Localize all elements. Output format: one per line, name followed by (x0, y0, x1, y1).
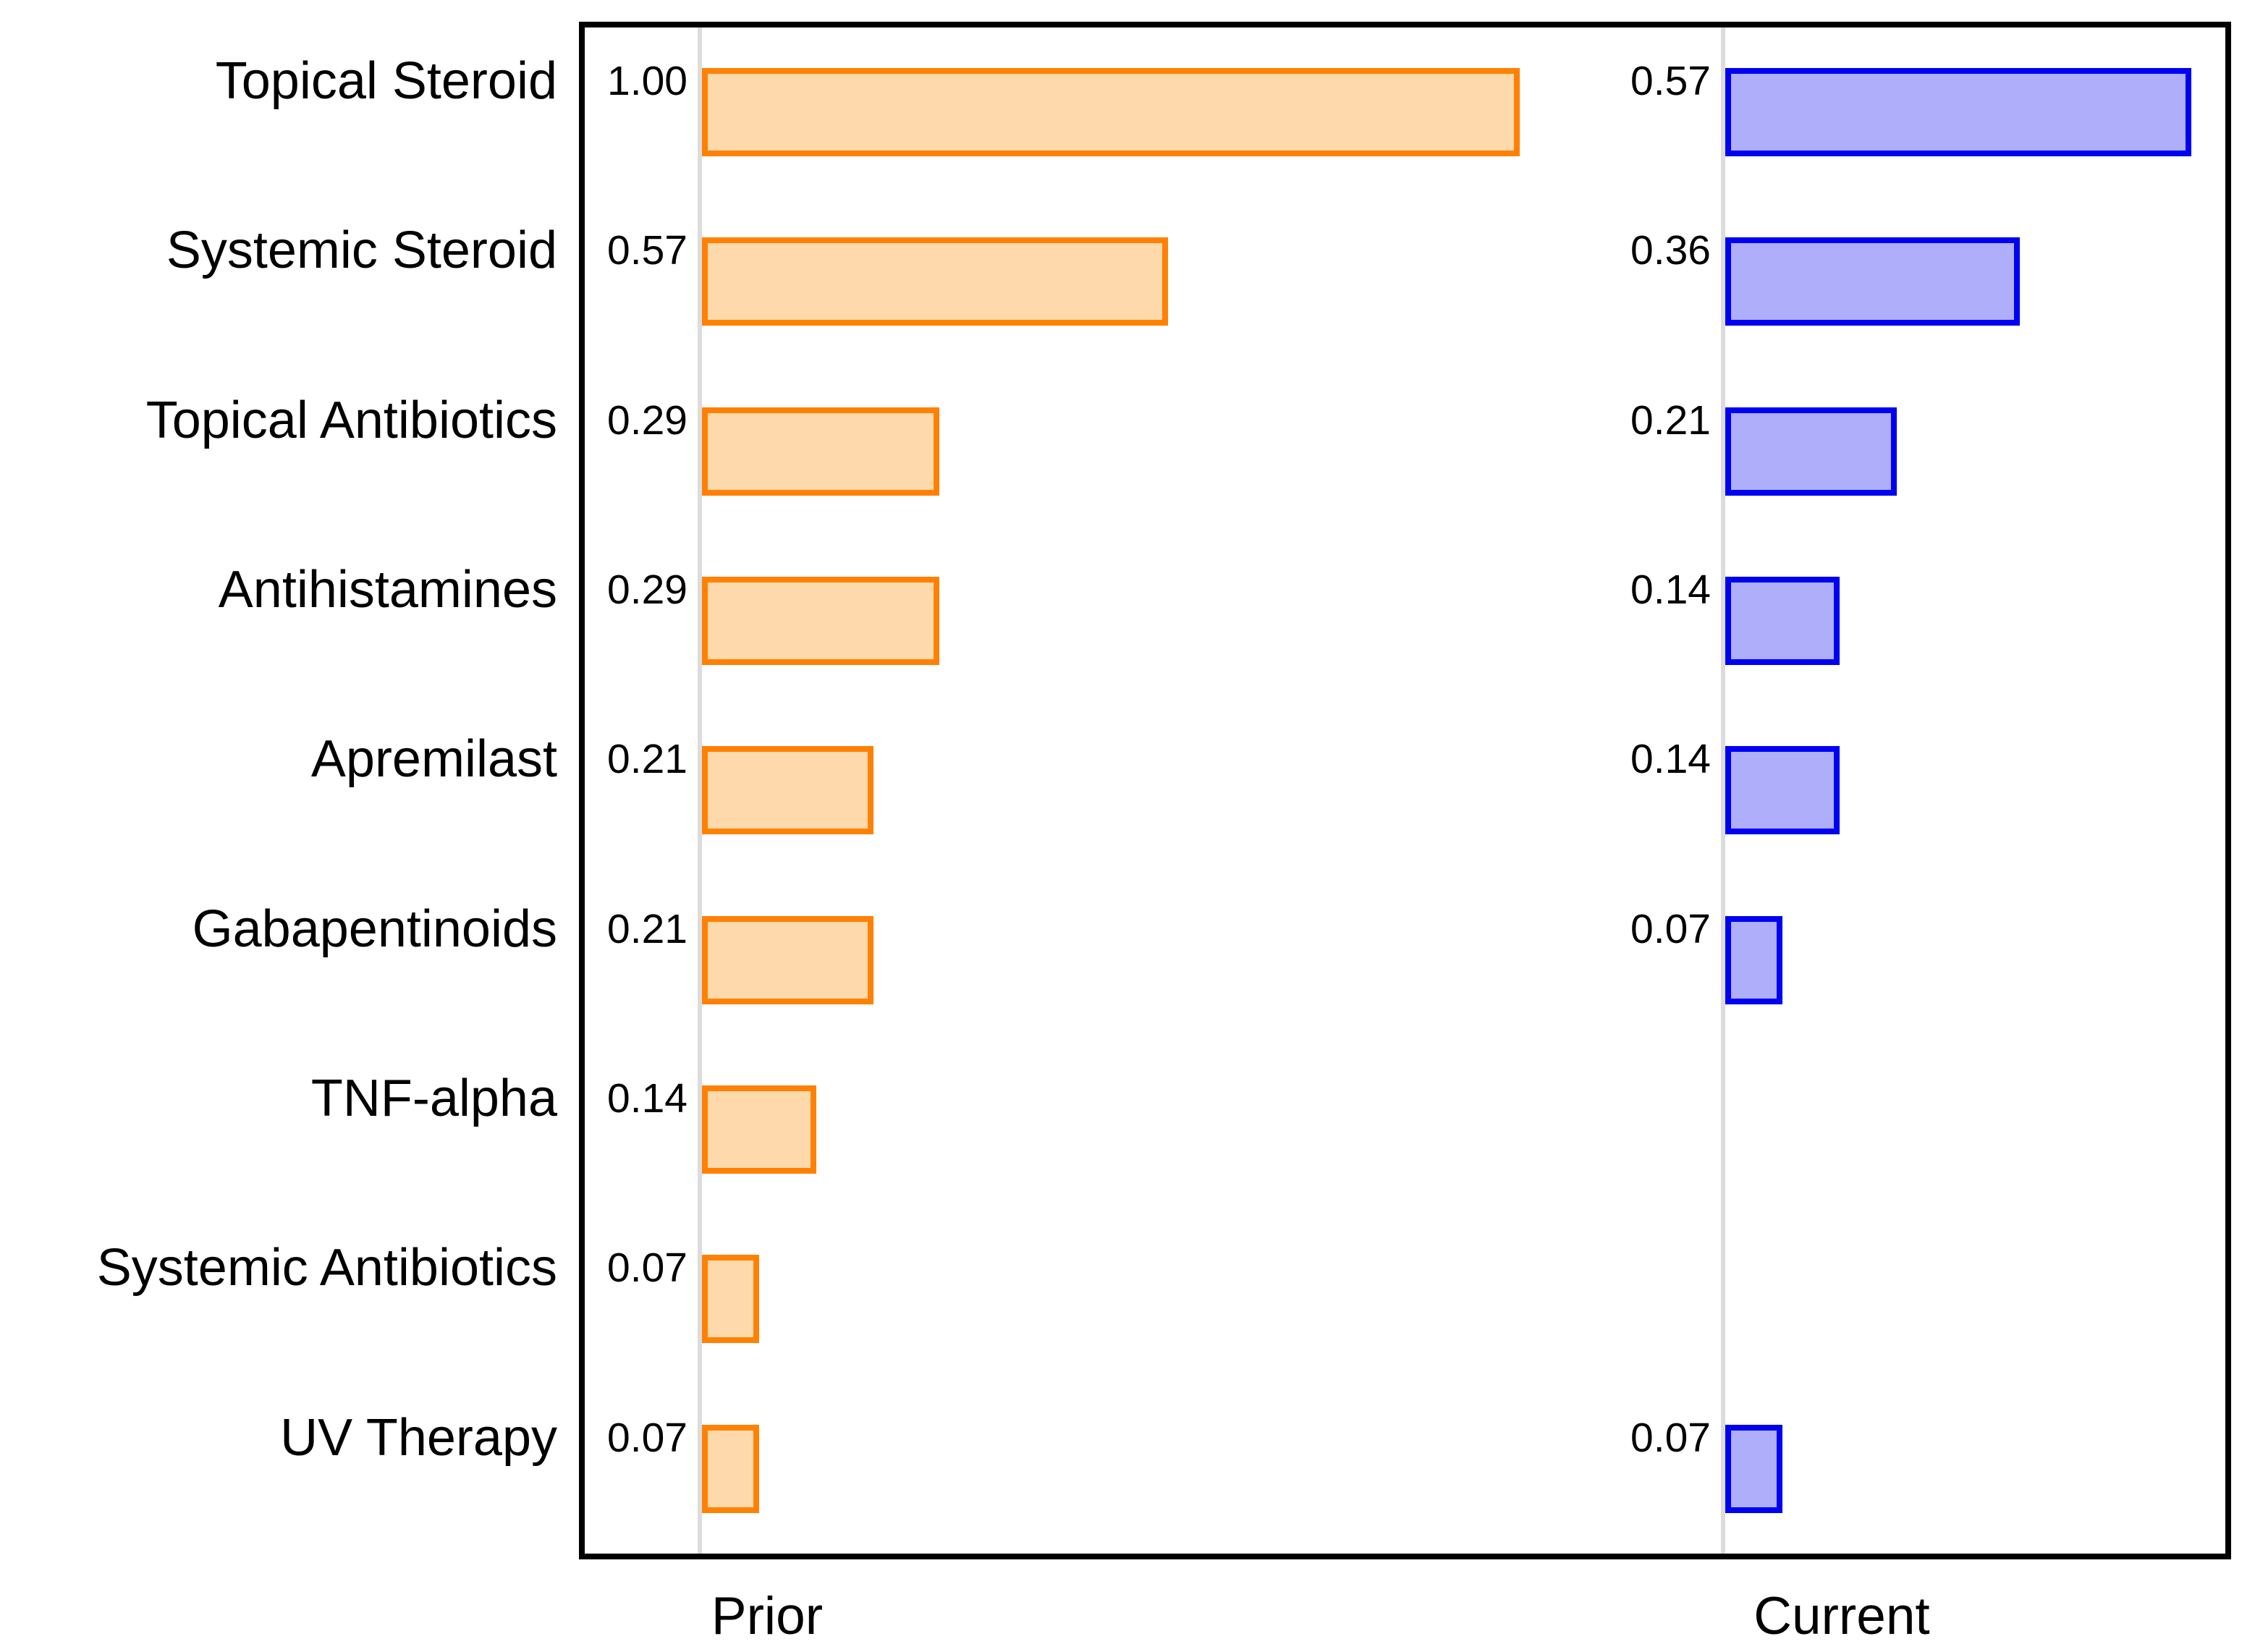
current-value-label: 0.21 (1630, 397, 1711, 444)
category-labels: Topical Steroid Systemic Steroid Topical A… (0, 27, 557, 1554)
plot-area: 1.00 0.57 0.57 0.36 0.29 0.21 0.29 0.14 0.21 0.14… (579, 22, 2231, 1559)
current-bar (1725, 407, 1897, 496)
prior-value-label: 0.21 (607, 906, 688, 952)
prior-bar (702, 237, 1168, 326)
category-label: Apremilast (310, 730, 557, 788)
prior-baseline (698, 27, 702, 1554)
current-value-label: 0.14 (1630, 567, 1711, 613)
current-value-label: 0.57 (1630, 58, 1711, 104)
current-value-label: 0.07 (1630, 1415, 1711, 1461)
current-bar (1725, 237, 2020, 326)
current-bar (1725, 916, 1782, 1004)
category-label: UV Therapy (280, 1409, 557, 1467)
prior-value-label: 0.07 (607, 1245, 688, 1291)
prior-bar (702, 1085, 816, 1174)
current-bar (1725, 1425, 1782, 1513)
prior-bar (702, 1425, 759, 1513)
prior-bar (702, 407, 939, 496)
category-label: Systemic Antibiotics (96, 1239, 557, 1297)
prior-value-label: 0.57 (607, 227, 688, 274)
prior-value-label: 0.14 (607, 1075, 688, 1122)
prior-bar (702, 577, 939, 665)
prior-value-label: 0.21 (607, 736, 688, 782)
current-bar (1725, 68, 2191, 156)
current-bar (1725, 746, 1840, 834)
x-axis-label-current: Current (1753, 1587, 1930, 1645)
prior-value-label: 1.00 (607, 58, 688, 104)
prior-bar (702, 746, 873, 834)
category-label: Gabapentinoids (192, 900, 557, 958)
prior-bar (702, 1255, 759, 1343)
current-baseline (1721, 27, 1725, 1554)
category-label: Antihistamines (218, 561, 557, 619)
prior-value-label: 0.07 (607, 1415, 688, 1461)
current-value-label: 0.36 (1630, 227, 1711, 274)
current-value-label: 0.07 (1630, 906, 1711, 952)
x-axis-label-prior: Prior (711, 1587, 824, 1645)
current-bar (1725, 577, 1840, 665)
category-label: Topical Steroid (215, 52, 557, 110)
prior-value-label: 0.29 (607, 397, 688, 444)
current-value-label: 0.14 (1630, 736, 1711, 782)
category-label: TNF-alpha (310, 1069, 557, 1127)
category-label: Systemic Steroid (166, 221, 557, 279)
prior-bar (702, 68, 1520, 156)
category-label: Topical Antibiotics (145, 391, 557, 449)
prior-bar (702, 916, 873, 1004)
prior-value-label: 0.29 (607, 567, 688, 613)
